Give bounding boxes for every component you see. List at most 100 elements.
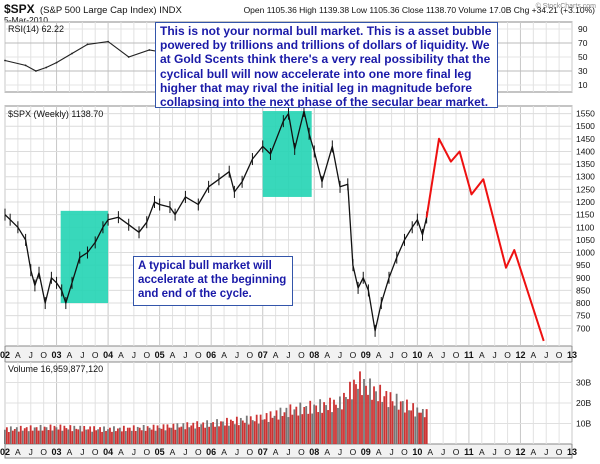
volume-bar xyxy=(39,424,42,444)
volume-bar xyxy=(178,427,181,444)
volume-bar xyxy=(226,417,228,444)
volume-bar xyxy=(85,429,88,444)
volume-bar xyxy=(83,425,86,444)
x-tick-label: O xyxy=(401,350,408,360)
volume-bar xyxy=(247,424,250,444)
volume-bar xyxy=(132,425,135,444)
volume-bar xyxy=(337,407,339,444)
x-tick-label: O xyxy=(40,350,47,360)
volume-bar xyxy=(389,392,392,444)
price-tick-label: 750 xyxy=(576,311,590,321)
volume-bar xyxy=(359,371,361,444)
volume-tick-label: 20B xyxy=(576,398,591,408)
volume-bar xyxy=(222,421,224,444)
volume-bar xyxy=(391,401,394,444)
volume-bar xyxy=(27,431,30,444)
rsi-point xyxy=(24,64,27,67)
price-tick-label: 1450 xyxy=(576,134,595,144)
volume-bar xyxy=(385,391,388,444)
volume-bar xyxy=(293,409,296,444)
volume-bar xyxy=(253,421,256,444)
volume-bar xyxy=(357,388,359,444)
price-tick-label: 700 xyxy=(576,323,590,333)
x-tick-label-bottom: 02 xyxy=(0,447,10,457)
volume-bar xyxy=(399,401,402,444)
volume-bar xyxy=(23,428,26,444)
rsi-point xyxy=(71,52,73,55)
volume-bar xyxy=(77,429,80,444)
volume-bar xyxy=(202,422,205,444)
volume-bar xyxy=(305,406,308,444)
volume-bar xyxy=(51,430,54,444)
price-tick-label: 1000 xyxy=(576,248,595,258)
highlight-box-1 xyxy=(60,210,109,304)
volume-bar xyxy=(279,407,282,444)
volume-bar xyxy=(101,431,103,444)
x-tick-label: 09 xyxy=(361,350,371,360)
volume-bar xyxy=(418,412,421,444)
rsi-point xyxy=(127,56,130,58)
volume-bar xyxy=(4,429,6,444)
volume-bar xyxy=(208,426,210,444)
volume-bar xyxy=(341,409,343,444)
volume-bar xyxy=(289,404,292,444)
volume-bar xyxy=(186,422,189,444)
x-tick-label: 10 xyxy=(412,350,422,360)
x-tick-label: A xyxy=(324,350,330,360)
volume-bar xyxy=(403,412,406,444)
volume-bar xyxy=(35,427,38,444)
volume-bar xyxy=(206,420,209,444)
volume-bar xyxy=(33,427,36,444)
x-tick-label: J xyxy=(441,350,445,360)
volume-bar xyxy=(212,422,214,444)
x-tick-label: 13 xyxy=(567,350,577,360)
volume-bar xyxy=(377,401,379,444)
volume-bar xyxy=(180,426,183,444)
volume-bar xyxy=(233,424,236,444)
volume-bar xyxy=(275,410,278,444)
index-name: (S&P 500 Large Cap Index) INDX xyxy=(40,5,183,16)
volume-bar xyxy=(41,430,44,444)
x-tick-label: A xyxy=(479,350,485,360)
volume-bar xyxy=(91,431,94,444)
volume-bar xyxy=(214,426,216,444)
x-tick-label-bottom: A xyxy=(221,447,227,457)
volume-bar xyxy=(395,393,398,444)
x-tick-label-bottom: J xyxy=(441,447,445,457)
x-tick-label-bottom: J xyxy=(286,447,290,457)
volume-bar xyxy=(81,431,84,444)
volume-bar xyxy=(231,420,234,444)
x-tick-label-bottom: A xyxy=(118,447,124,457)
x-tick-label: A xyxy=(221,350,227,360)
x-tick-label-bottom: A xyxy=(324,447,330,457)
volume-bar xyxy=(15,427,18,444)
volume-bar xyxy=(122,425,125,444)
volume-bar xyxy=(277,419,280,444)
volume-bar xyxy=(421,408,424,444)
volume-bar xyxy=(410,410,412,444)
volume-bar xyxy=(295,406,298,444)
volume-bar xyxy=(241,420,244,444)
volume-bar xyxy=(239,417,242,444)
volume-bar xyxy=(57,429,60,444)
rsi-point xyxy=(4,59,6,62)
volume-bar xyxy=(267,421,270,444)
volume-bar xyxy=(120,431,123,444)
volume-bar xyxy=(297,415,300,444)
annotation-middle: A typical bull market will accelerate at… xyxy=(133,256,293,306)
volume-bar xyxy=(315,405,318,444)
volume-bar xyxy=(148,427,151,444)
volume-bar xyxy=(140,430,143,444)
rsi-point xyxy=(45,66,48,69)
volume-bar xyxy=(25,427,28,444)
volume-bar xyxy=(21,430,24,444)
x-tick-label: O xyxy=(195,350,202,360)
volume-bar xyxy=(113,426,115,444)
volume-bar xyxy=(363,378,365,444)
x-tick-label-bottom: 10 xyxy=(412,447,422,457)
volume-bar xyxy=(425,409,428,444)
x-tick-label: J xyxy=(544,350,548,360)
volume-bar xyxy=(75,428,78,444)
volume-bar xyxy=(259,414,262,444)
x-tick-label: 11 xyxy=(464,350,474,360)
